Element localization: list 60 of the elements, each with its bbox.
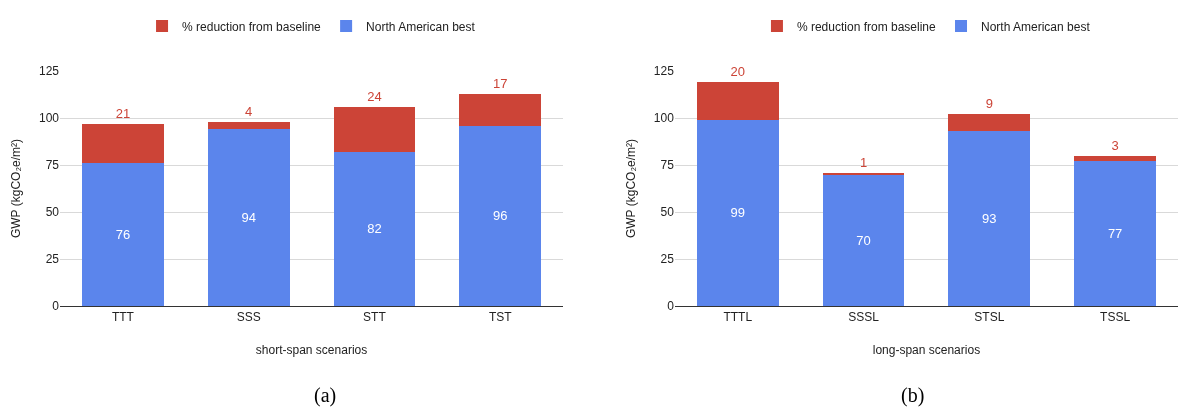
legend-label: % reduction from baseline xyxy=(796,19,937,34)
bar xyxy=(948,131,1031,306)
bar xyxy=(696,119,779,306)
x-tick-label: TST xyxy=(488,310,513,325)
y-tick-label: 75 xyxy=(660,158,675,173)
x-axis-title: short-span scenarios xyxy=(255,343,368,358)
x-axis-title: long-span scenarios xyxy=(872,343,981,358)
y-tick-label: 125 xyxy=(653,64,675,79)
data-label: 9 xyxy=(985,96,993,112)
bar xyxy=(696,82,779,120)
data-label: 76 xyxy=(115,227,131,243)
bar xyxy=(459,125,542,306)
y-tick-label: 125 xyxy=(38,64,60,79)
text: (b) xyxy=(901,384,925,407)
x-tick-label: TSSL xyxy=(1100,310,1131,325)
x-tick-label: SSSL xyxy=(848,310,880,325)
data-label: 82 xyxy=(367,221,382,237)
y-tick-label: 50 xyxy=(45,205,60,220)
data-label: 24 xyxy=(367,88,382,104)
data-label: 94 xyxy=(241,210,256,226)
data-label: 3 xyxy=(1111,137,1119,153)
bar xyxy=(948,114,1031,132)
data-label: 70 xyxy=(856,232,871,248)
bar xyxy=(207,121,290,130)
data-label: 1 xyxy=(859,154,868,170)
data-label: 77 xyxy=(1107,226,1123,242)
bar xyxy=(1074,161,1156,306)
data-label: 96 xyxy=(492,208,508,224)
x-tick-label: TTT xyxy=(111,310,135,325)
legend-label: North American best xyxy=(981,19,1091,34)
data-label: 93 xyxy=(982,211,997,227)
legend-label: % reduction from baseline xyxy=(182,19,322,34)
bar xyxy=(822,174,905,306)
y-tick-label: 25 xyxy=(45,252,60,267)
y-tick-label: 0 xyxy=(52,299,60,314)
data-label: 17 xyxy=(492,75,508,91)
x-tick-label: TTTL xyxy=(723,310,753,325)
y-axis-title: GWP (kgCO₂e/m²) xyxy=(624,138,639,239)
x-tick-label: STSL xyxy=(974,310,1005,325)
bar xyxy=(82,123,164,164)
y-tick-label: 25 xyxy=(660,252,675,267)
data-label: 4 xyxy=(245,103,253,119)
y-tick-label: 50 xyxy=(660,205,675,220)
bar xyxy=(459,93,542,126)
x-tick-label: SSS xyxy=(236,310,261,325)
data-label: 21 xyxy=(115,105,131,121)
y-tick-label: 75 xyxy=(45,158,60,173)
x-tick-label: STT xyxy=(363,310,387,325)
bar xyxy=(82,163,164,306)
bar xyxy=(333,151,416,306)
data-label: 20 xyxy=(730,64,746,80)
text: (a) xyxy=(314,384,337,407)
bar xyxy=(333,106,416,152)
y-tick-label: 0 xyxy=(667,299,675,314)
y-tick-label: 100 xyxy=(653,111,675,126)
bar xyxy=(207,129,290,306)
legend-label: North American best xyxy=(366,19,476,34)
y-axis-title: GWP (kgCO₂e/m²) xyxy=(9,138,24,239)
y-tick-label: 100 xyxy=(38,111,60,126)
data-label: 99 xyxy=(730,205,746,221)
